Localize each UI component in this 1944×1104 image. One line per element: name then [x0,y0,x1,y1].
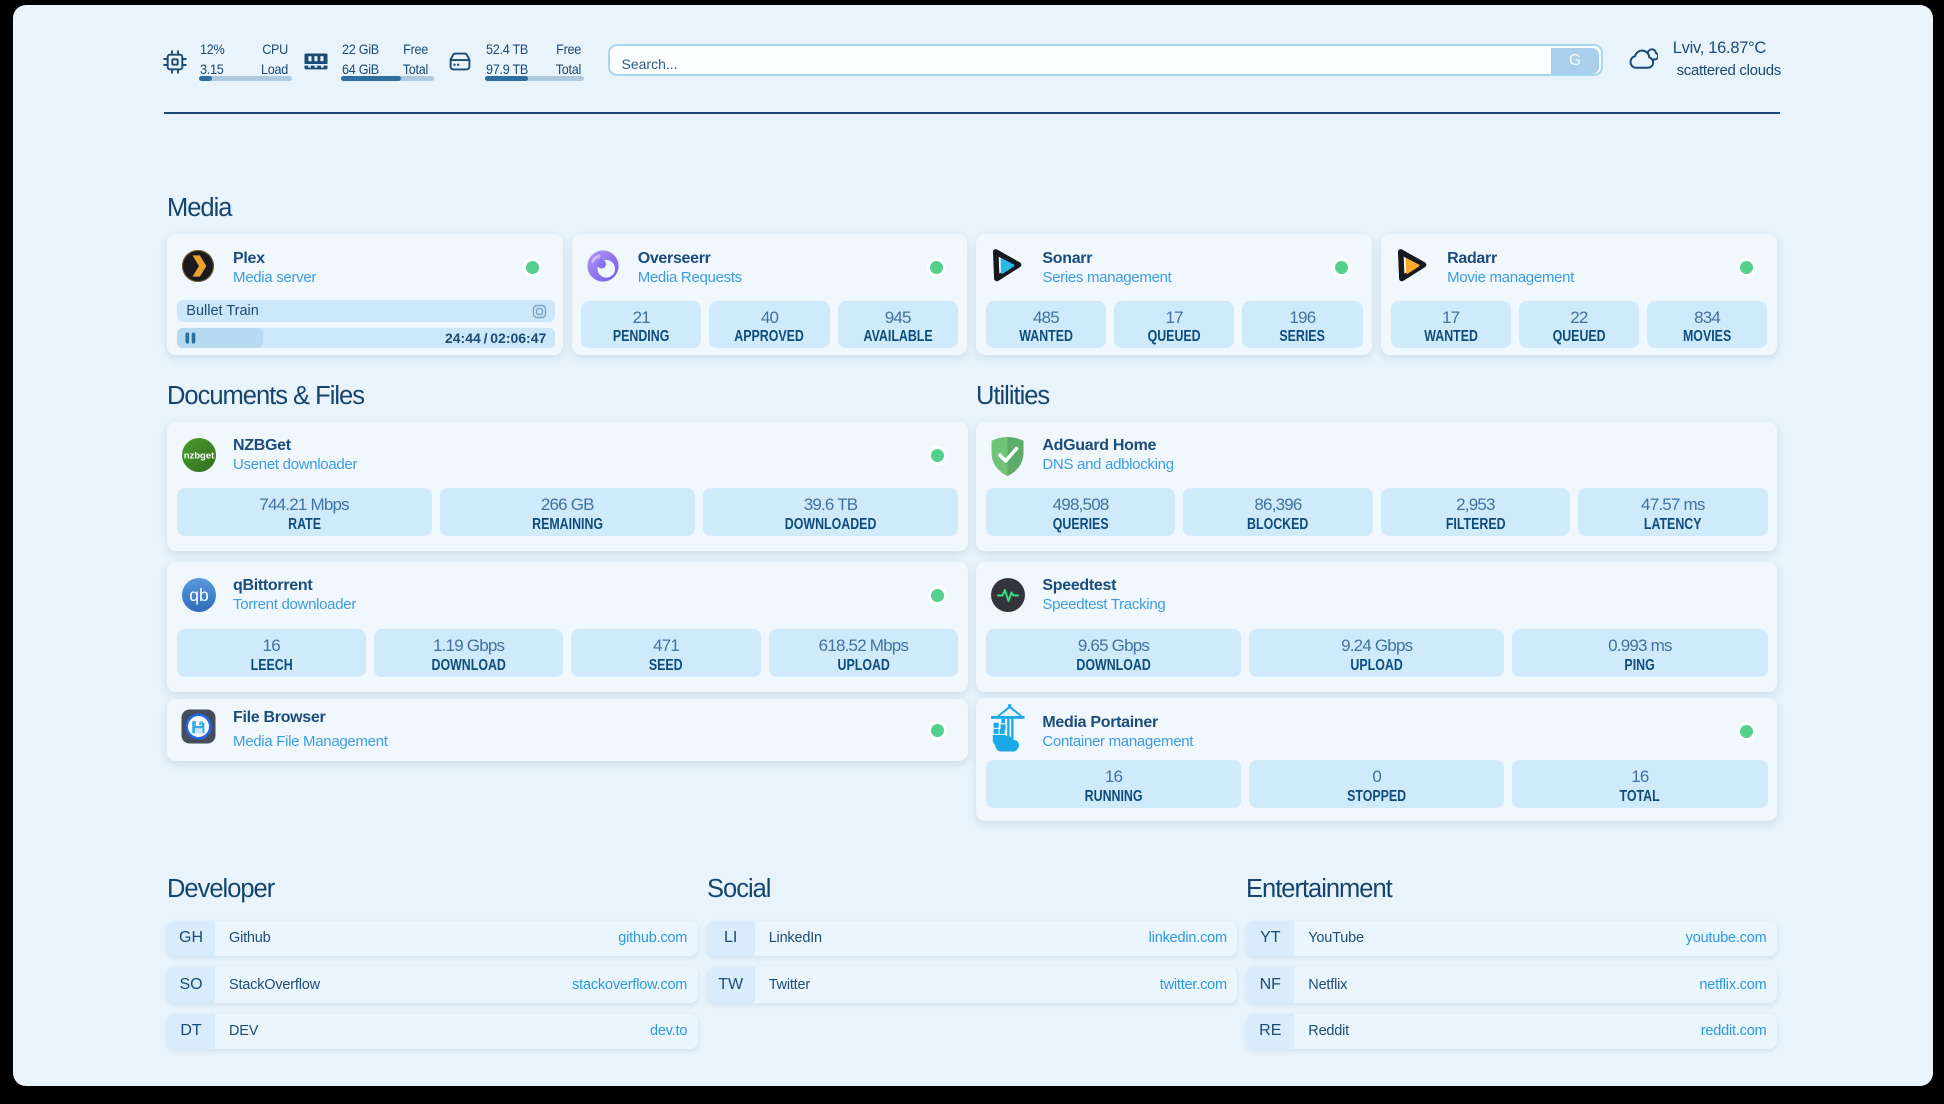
svg-text:qb: qb [189,585,208,605]
svg-text:nzbget: nzbget [184,450,215,461]
